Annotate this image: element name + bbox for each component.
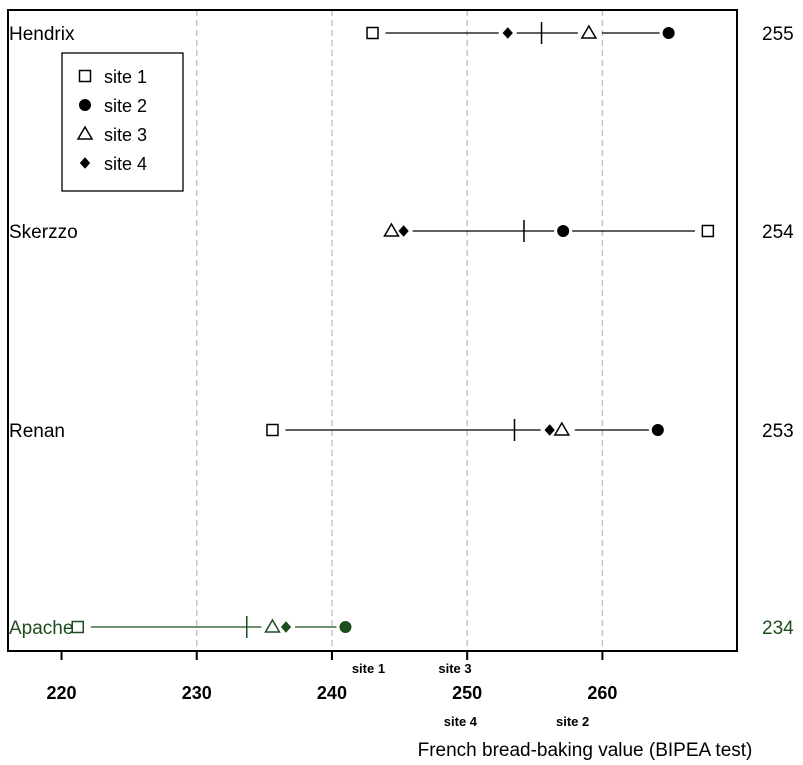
legend-box (61, 52, 184, 192)
right-value-label: 255 (762, 24, 794, 45)
plot-frame (7, 9, 738, 652)
site-1-marker (266, 423, 279, 437)
site-mean-label: site 3 (438, 661, 471, 676)
site-3-marker (264, 618, 281, 633)
legend-label: site 2 (104, 96, 147, 116)
site-1-marker (78, 69, 92, 83)
site-1-marker (71, 620, 84, 634)
row-renan: Renan 253 (9, 419, 794, 442)
site-2-marker (557, 225, 570, 237)
legend-label: site 4 (104, 154, 147, 174)
site-4-marker (544, 424, 555, 436)
legend-label: site 1 (104, 67, 147, 87)
x-tick-label: 240 (317, 683, 347, 703)
site-2-marker (662, 27, 675, 39)
site-4-marker (502, 27, 513, 39)
category-label: Hendrix (9, 24, 75, 45)
x-axis-title: French bread-baking value (BIPEA test) (418, 740, 753, 761)
site-1-marker (701, 224, 715, 238)
site-3-marker (553, 421, 571, 436)
category-label: Skerzzo (9, 222, 78, 243)
site-3-marker (580, 24, 598, 39)
site-3-marker (383, 222, 400, 237)
legend-label: site 3 (104, 125, 147, 145)
right-value-label: 234 (762, 618, 794, 639)
site-4-marker (280, 621, 292, 633)
category-label: Apache (9, 618, 73, 639)
right-value-label: 253 (762, 421, 794, 442)
site-mean-label: site 1 (352, 661, 385, 676)
x-tick-label: 220 (46, 683, 76, 703)
category-label: Renan (9, 421, 65, 442)
site-2-marker (651, 424, 664, 436)
x-tick-label: 250 (452, 683, 482, 703)
row-hendrix: Hendrix 255 (9, 22, 794, 45)
site-mean-label: site 2 (556, 714, 589, 729)
site-1-marker (366, 26, 379, 40)
row-skerzzo: Skerzzo 254 (9, 220, 794, 243)
row-apache: Apache 234 (9, 616, 794, 639)
x-tick-label: 260 (587, 683, 617, 703)
site-4-marker (398, 225, 409, 237)
site-2-marker (79, 99, 91, 111)
site-3-marker (76, 125, 94, 140)
site-2-marker (339, 621, 352, 633)
right-value-label: 254 (762, 222, 794, 243)
legend: site 1 site 2 site 3 site 4 (61, 52, 184, 192)
site-4-marker (79, 157, 91, 169)
x-tick-label: 230 (182, 683, 212, 703)
site-mean-label: site 4 (444, 714, 478, 729)
